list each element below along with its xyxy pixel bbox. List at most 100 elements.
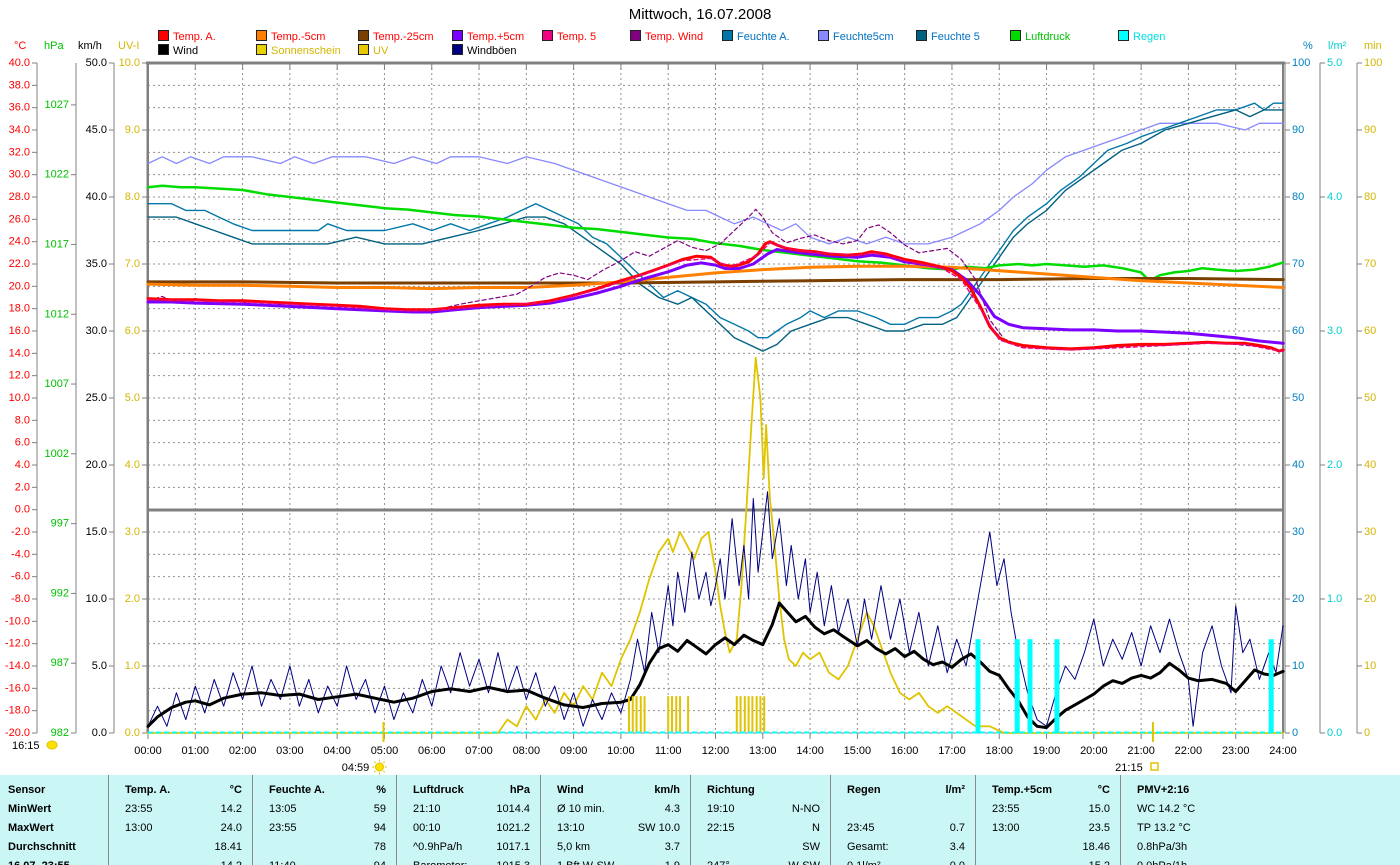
table-row: 0.8hPa/3h bbox=[1121, 837, 1400, 856]
rain-bar bbox=[1027, 639, 1033, 733]
table-cell: 0.0 bbox=[950, 860, 965, 865]
axis-tick-label: 8.0 bbox=[15, 414, 30, 426]
axis-tick-label: 1.0 bbox=[1327, 593, 1342, 605]
legend-swatch-icon bbox=[256, 44, 267, 55]
axis-tick-label: 30 bbox=[1292, 526, 1304, 538]
x-axis-label: 13:00 bbox=[749, 745, 777, 757]
legend-label: Temp. A. bbox=[173, 31, 216, 43]
axis-tick-label: 24.0 bbox=[9, 236, 30, 248]
table-row: 247° W-SW bbox=[691, 856, 830, 865]
axis-tick-label: 6.0 bbox=[125, 325, 140, 337]
legend-swatch-icon bbox=[158, 30, 169, 41]
table-header: PMV+2:16 bbox=[1121, 780, 1400, 799]
table-header-unit: % bbox=[376, 783, 386, 796]
table-cell: 3.4 bbox=[949, 840, 965, 853]
table-column-feuchte-a-: Feuchte A.% 13:05 59 23:55 94 78 11:40 94 bbox=[252, 775, 396, 865]
x-axis-label: 02:00 bbox=[229, 745, 257, 757]
table-cell: 5,0 km bbox=[557, 840, 591, 853]
axis-tick-label: 4.0 bbox=[125, 459, 140, 471]
table-cell: ^0.9hPa/h bbox=[413, 840, 463, 853]
table-cell: 11:40 bbox=[269, 860, 296, 865]
axis-tick-label: -4.0 bbox=[11, 548, 30, 560]
axis-tick-label: 15.0 bbox=[86, 526, 107, 538]
series-temp-5cm-above bbox=[146, 248, 1285, 345]
table-cell: 23:55 bbox=[992, 802, 1020, 815]
table-column-regen: Regen l/m² 23:45 0.7 Gesamt: 3.4 0.1l/m² 0.0 bbox=[830, 775, 975, 865]
x-axis-label: 20:00 bbox=[1080, 745, 1108, 757]
axis-tick-label: 0 bbox=[1292, 727, 1298, 739]
axis-tick-label: 40.0 bbox=[86, 191, 107, 203]
legend-label: Feuchte 5 bbox=[931, 31, 980, 43]
table-cell: 1021.2 bbox=[496, 821, 530, 834]
table-row: 18.41 bbox=[109, 837, 252, 856]
axis-tick-label: 1017 bbox=[45, 238, 69, 250]
table-row: 19:10 N-NO bbox=[691, 799, 830, 818]
axis-tick-label: 982 bbox=[51, 727, 69, 739]
legend-label: Temp. Wind bbox=[645, 31, 704, 43]
series-windboeen bbox=[147, 491, 1284, 727]
axis-tick-label: 4.0 bbox=[15, 459, 30, 471]
legend-item-wind: Wind bbox=[158, 44, 198, 57]
table-header-name: Temp. A. bbox=[125, 783, 171, 796]
axis-tick-label: 70 bbox=[1364, 258, 1376, 270]
axis-tick-label: -12.0 bbox=[5, 638, 30, 650]
axis-tick-label: 32.0 bbox=[9, 146, 30, 158]
legend-item-sonnenschein: Sonnenschein bbox=[256, 44, 341, 57]
axis-tick-label: 45.0 bbox=[86, 124, 107, 136]
x-axis-label: 17:00 bbox=[938, 745, 966, 757]
series-feuchte-5 bbox=[147, 109, 1284, 352]
axis-tick-label: 26.0 bbox=[9, 213, 30, 225]
table-header: Temp. A. °C bbox=[109, 780, 252, 799]
legend-item-luftdruck: Luftdruck bbox=[1010, 30, 1070, 43]
axis-tick-label: 20 bbox=[1364, 593, 1376, 605]
legend-item-windböen: Windböen bbox=[452, 44, 517, 57]
legend-item-feuchte-a-: Feuchte A. bbox=[722, 30, 790, 43]
axis-tick-label: 20.0 bbox=[86, 459, 107, 471]
rain-bar bbox=[1054, 639, 1060, 733]
legend-label: Sonnenschein bbox=[271, 45, 341, 57]
table-column-richtung: Richtung 19:10 N-NO 22:15 N SW 247° W-SW bbox=[690, 775, 830, 865]
axis-tick-label: 6.0 bbox=[15, 437, 30, 449]
axis-tick-label: 50 bbox=[1292, 392, 1304, 404]
chart-legend: Temp. A. Temp.-5cm Temp.-25cm Temp.+5cm Temp… bbox=[0, 0, 1400, 60]
table-cell: SW 10.0 bbox=[637, 821, 680, 834]
axis-tick-label: 40.0 bbox=[9, 57, 30, 69]
legend-swatch-icon bbox=[1010, 30, 1021, 41]
table-row-label: 16.07. 23:55 bbox=[0, 856, 108, 865]
axis-tick-label: -6.0 bbox=[11, 571, 30, 583]
table-row: 11:40 94 bbox=[253, 856, 396, 865]
table-header: Luftdruck hPa bbox=[397, 780, 540, 799]
axis-unit-label: UV-I bbox=[118, 40, 139, 52]
table-header-name: Wind bbox=[557, 783, 584, 796]
sunrise-ray-icon bbox=[373, 761, 376, 764]
x-axis-label: 22:00 bbox=[1175, 745, 1203, 757]
legend-swatch-icon bbox=[916, 30, 927, 41]
legend-swatch-icon bbox=[256, 30, 267, 41]
table-cell: 23.5 bbox=[1088, 821, 1110, 834]
series-feuchte-a bbox=[147, 102, 1284, 339]
sunrise-ray-icon bbox=[383, 761, 386, 764]
x-axis-label: 15:00 bbox=[844, 745, 872, 757]
table-cell: 3.7 bbox=[664, 840, 680, 853]
axis-tick-label: 10 bbox=[1292, 660, 1304, 672]
table-row: TP 13.2 °C bbox=[1121, 818, 1400, 837]
table-row-label: Durchschnitt bbox=[8, 840, 76, 853]
summary-table: Sensor MinWert MaxWert Durchschnitt 16.07. 2… bbox=[0, 775, 1400, 865]
axis-tick-label: 987 bbox=[51, 657, 69, 669]
table-cell: 23:55 bbox=[269, 821, 297, 834]
table-row: 1 Bft W-SW 1.9 bbox=[541, 856, 690, 865]
axis-tick-label: 0.0 bbox=[1327, 727, 1342, 739]
table-row: 22:15 N bbox=[691, 818, 830, 837]
legend-swatch-icon bbox=[542, 30, 553, 41]
legend-swatch-icon bbox=[158, 44, 169, 55]
axis-tick-label: 80 bbox=[1364, 191, 1376, 203]
table-header: Wind km/h bbox=[541, 780, 690, 799]
weather-chart-canvas[interactable]: °C hPa km/h UV-I% l/m² min -20.0 -18.0 -16.0 -14.… bbox=[0, 0, 1400, 775]
table-row: 21:10 1014.4 bbox=[397, 799, 540, 818]
table-column-luftdruck: Luftdruck hPa 21:10 1014.4 00:10 1021.2 ^0.9hP… bbox=[396, 775, 540, 865]
table-cell: 1015.3 bbox=[496, 860, 530, 865]
axis-tick-label: -18.0 bbox=[5, 705, 30, 717]
rain-bar bbox=[1014, 639, 1020, 733]
table-row: 13:00 23.5 bbox=[976, 818, 1120, 837]
table-cell: 24.0 bbox=[220, 821, 242, 834]
